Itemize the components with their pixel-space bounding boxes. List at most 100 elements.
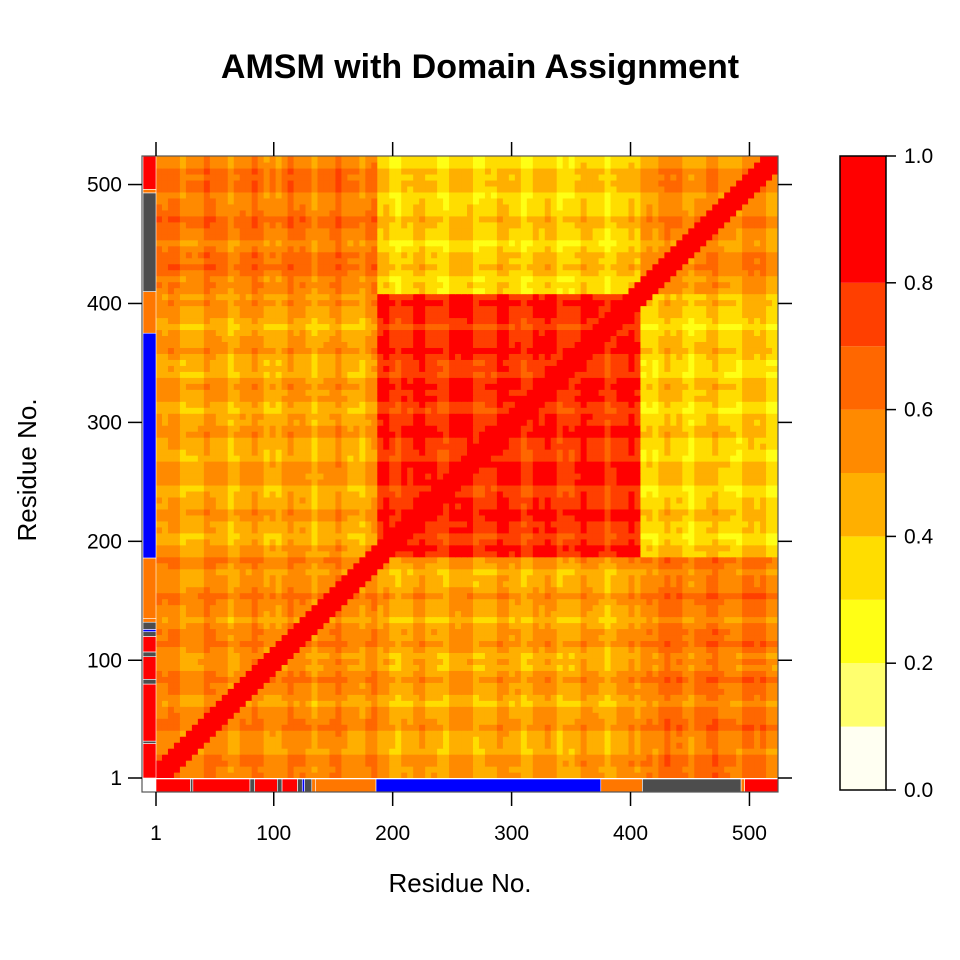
heatmap-cell [730, 760, 737, 767]
heatmap-cell [239, 556, 247, 564]
heatmap-cell [419, 766, 426, 773]
heatmap-cell [502, 616, 510, 624]
heatmap-cell [538, 550, 546, 558]
heatmap-cell [335, 580, 342, 588]
heatmap-cell [514, 700, 522, 707]
heatmap-cell [646, 610, 653, 618]
heatmap-cell [718, 700, 725, 707]
heatmap-cell [449, 544, 456, 552]
heatmap-cell [377, 592, 384, 600]
heatmap-cell [161, 652, 169, 659]
heatmap-cell [317, 538, 325, 546]
heatmap-cell [496, 742, 504, 749]
heatmap-cell [197, 646, 205, 653]
heatmap-cell [718, 604, 725, 612]
heatmap-cell [664, 598, 671, 606]
heatmap-cell [718, 586, 725, 594]
heatmap-cell [532, 718, 540, 725]
heatmap-cell [508, 598, 516, 606]
heatmap-cell [520, 754, 528, 761]
heatmap-cell [688, 694, 695, 701]
heatmap-cell [359, 508, 366, 516]
heatmap-cell [562, 604, 570, 612]
heatmap-cell [700, 742, 707, 749]
heatmap-cell [443, 688, 450, 695]
heatmap-cell [724, 640, 731, 648]
heatmap-cell [215, 688, 223, 695]
heatmap-cell [251, 658, 259, 665]
heatmap-cell [736, 652, 743, 659]
heatmap-cell [502, 574, 510, 582]
heatmap-cell [341, 622, 348, 630]
heatmap-cell [329, 568, 337, 576]
heatmap-cell [772, 706, 778, 713]
heatmap-cell [299, 556, 307, 564]
heatmap-cell [502, 532, 510, 540]
heatmap-cell [233, 718, 241, 725]
heatmap-cell [275, 676, 283, 683]
heatmap-cell [191, 550, 199, 558]
heatmap-cell [185, 652, 193, 659]
heatmap-cell [562, 586, 570, 594]
heatmap-cell [431, 592, 438, 600]
heatmap-cell [317, 766, 325, 773]
heatmap-cell [712, 718, 719, 725]
heatmap-cell [407, 598, 414, 606]
heatmap-cell [526, 664, 534, 671]
heatmap-cell [514, 586, 522, 594]
heatmap-cell [305, 760, 313, 767]
heatmap-cell [185, 586, 193, 594]
heatmap-cell [634, 574, 642, 582]
heatmap-cell [317, 634, 325, 642]
heatmap-cell [646, 754, 653, 761]
heatmap-cell [760, 748, 767, 755]
heatmap-cell [275, 670, 283, 677]
heatmap-cell [634, 766, 642, 773]
heatmap-cell [652, 604, 659, 612]
heatmap-cell [443, 550, 450, 558]
heatmap-cell [245, 526, 253, 534]
heatmap-cell [538, 556, 546, 564]
heatmap-cell [455, 724, 462, 731]
heatmap-cell [592, 550, 600, 558]
heatmap-cell [676, 532, 683, 540]
heatmap-cell [502, 676, 510, 683]
heatmap-cell [431, 694, 438, 701]
heatmap-cell [347, 622, 354, 630]
heatmap-cell [407, 646, 414, 653]
heatmap-cell [215, 766, 223, 773]
heatmap-cell [156, 604, 163, 612]
heatmap-cell [508, 496, 516, 504]
heatmap-cell [730, 622, 737, 630]
heatmap-cell [167, 616, 175, 624]
heatmap-cell [526, 724, 534, 731]
heatmap-cell [652, 616, 659, 624]
heatmap-cell [760, 694, 767, 701]
heatmap-cell [586, 622, 594, 630]
heatmap-cell [550, 634, 558, 642]
heatmap-cell [449, 640, 456, 648]
heatmap-cell [467, 700, 474, 707]
heatmap-cell [724, 562, 731, 570]
heatmap-cell [760, 658, 767, 665]
heatmap-cell [490, 718, 498, 725]
heatmap-cell [520, 592, 528, 600]
heatmap-cell [538, 574, 546, 582]
heatmap-cell [461, 646, 468, 653]
heatmap-cell [431, 736, 438, 743]
heatmap-cell [646, 568, 653, 576]
heatmap-cell [251, 652, 259, 659]
heatmap-cell [478, 532, 486, 540]
heatmap-cell [706, 766, 713, 773]
heatmap-cell [610, 652, 618, 659]
heatmap-cell [694, 658, 701, 665]
heatmap-cell [526, 760, 534, 767]
heatmap-cell [431, 670, 438, 677]
heatmap-cell [449, 772, 456, 778]
heatmap-cell [437, 736, 444, 743]
heatmap-cell [658, 682, 665, 689]
heatmap-cell [425, 604, 432, 612]
heatmap-cell [197, 622, 205, 630]
heatmap-cell [688, 634, 695, 642]
heatmap-cell [520, 616, 528, 624]
